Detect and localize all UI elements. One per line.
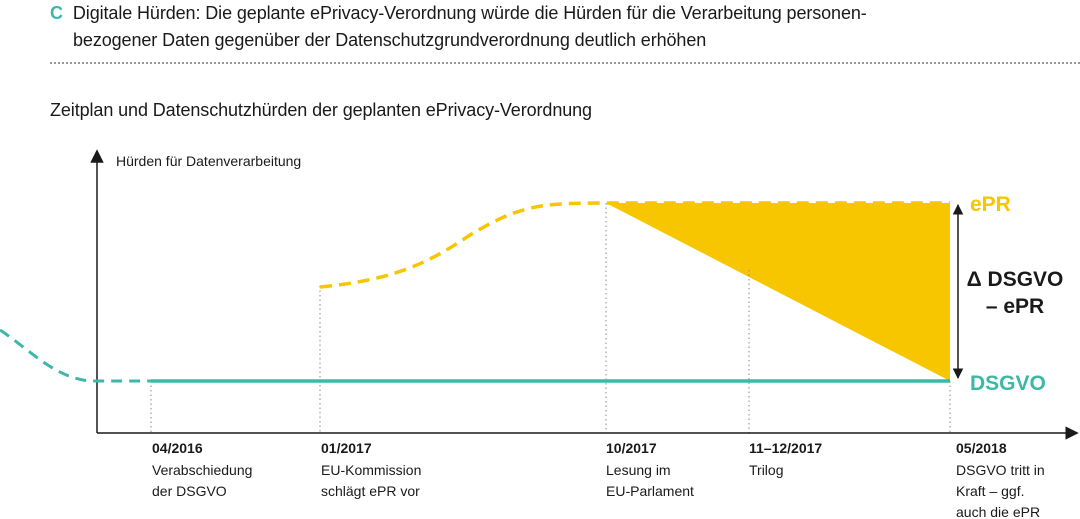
milestone-date: 05/2018 [956,440,1007,456]
milestone-desc-line: der DSGVO [152,483,227,499]
header: C Digitale Hürden: Die geplante ePrivacy-… [50,0,1060,54]
milestone-desc-line: Trilog [749,462,784,478]
delta-area [606,203,950,381]
header-line-1: C Digitale Hürden: Die geplante ePrivacy-… [50,0,1060,27]
section-letter: C [50,3,63,23]
milestone-desc-line: EU-Parlament [606,483,694,499]
diagram-title: Zeitplan und Datenschutzhürden der gepla… [50,100,592,120]
epr-label: ePR [970,193,1011,216]
milestone-date: 10/2017 [606,440,657,456]
delta-label-line-1: Δ DSGVO [967,268,1064,291]
header-text-1: Digitale Hürden: Die geplante ePrivacy-V… [72,3,867,23]
milestone-desc-line: auch die ePR [956,504,1040,519]
milestone-date: 01/2017 [321,440,372,456]
dsgvo-dashed-curve [0,328,151,383]
milestone-date: 04/2016 [152,440,203,456]
milestone-desc-line: DSGVO tritt in [956,462,1045,478]
header-line-2: bezogener Daten gegenüber der Datenschut… [73,30,707,50]
milestone-desc-line: EU-Kommission [321,462,421,478]
dsgvo-label: DSGVO [970,372,1046,395]
y-axis-label: Hürden für Datenverarbeitung [116,153,301,169]
dotted-divider [50,62,1080,64]
milestone-date: 11–12/2017 [749,440,822,456]
delta-label-line-2: – ePR [986,295,1044,318]
milestone-desc-line: Verabschiedung [152,462,252,478]
epr-dashed-curve [319,201,950,289]
milestone-desc-line: schlägt ePR vor [321,483,420,499]
milestone-desc-line: Kraft – ggf. [956,483,1024,499]
milestone-desc-line: Lesung im [606,462,671,478]
